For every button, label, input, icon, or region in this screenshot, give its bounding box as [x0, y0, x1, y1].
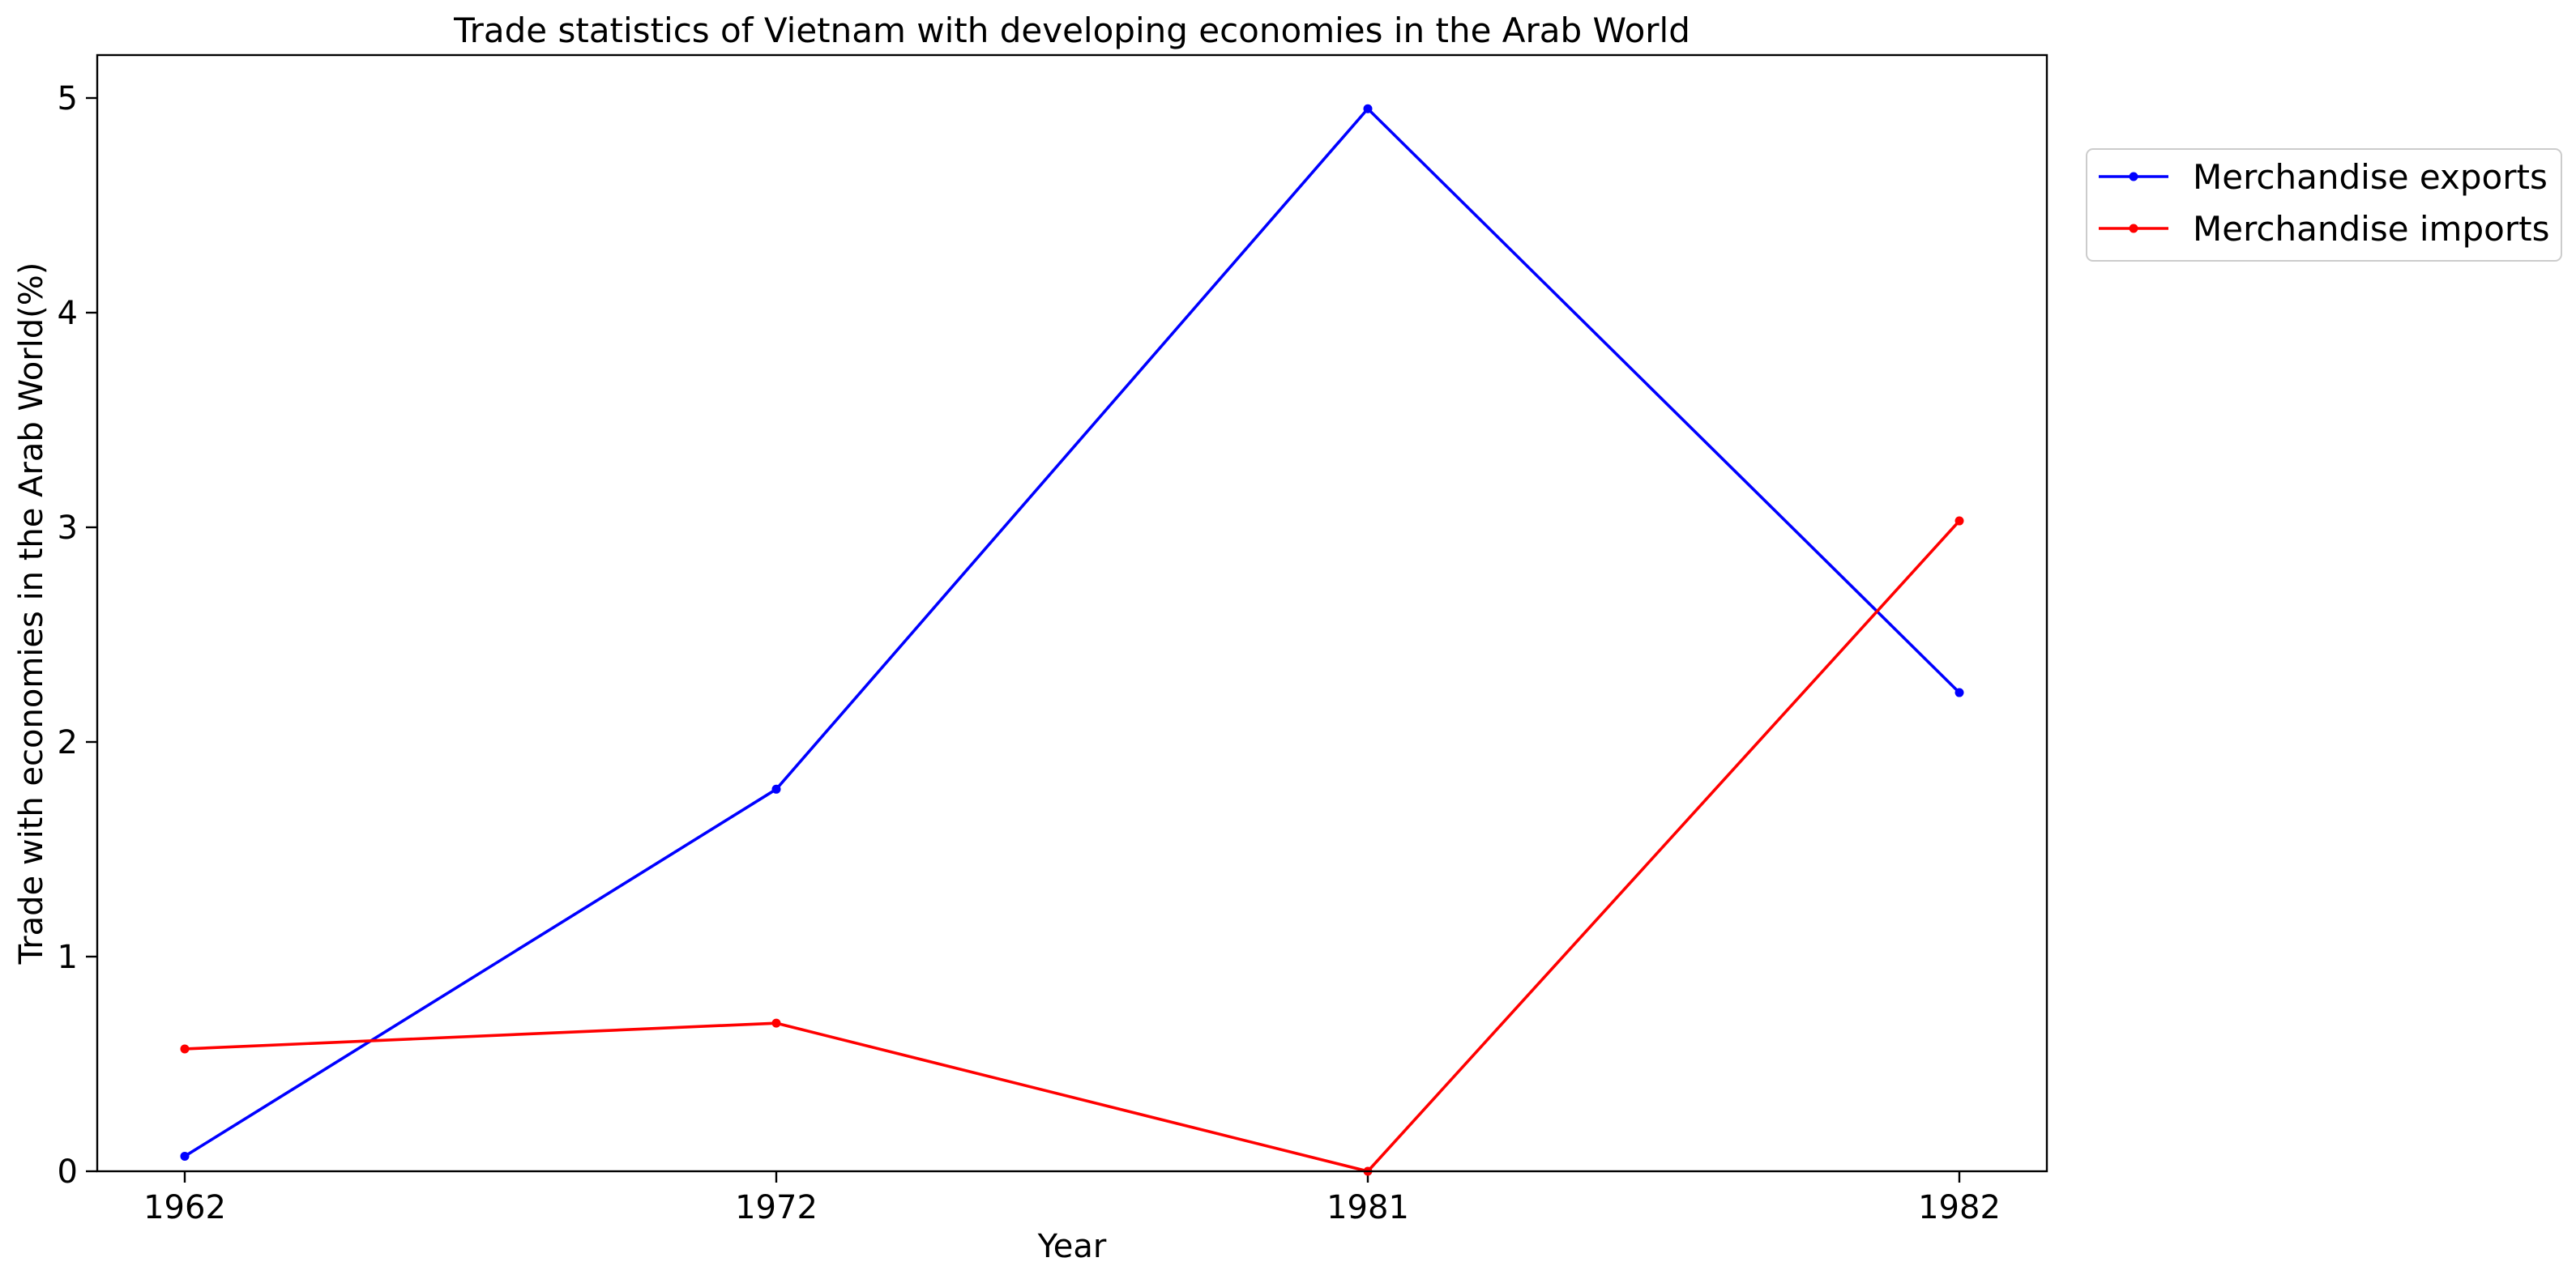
legend-label: Merchandise exports	[2193, 157, 2548, 197]
y-tick-label: 2	[58, 724, 78, 761]
data-point	[771, 784, 781, 794]
data-point	[180, 1044, 190, 1054]
chart-title: Trade statistics of Vietnam with develop…	[453, 11, 1690, 50]
legend-box	[2086, 148, 2562, 262]
data-point	[771, 1018, 781, 1028]
legend: Merchandise exports Merchandise imports	[2086, 148, 2562, 262]
series-layer	[180, 104, 1964, 1176]
x-axis-label: Year	[1037, 1228, 1107, 1265]
y-axis-label: Trade with economies in the Arab World(%…	[13, 262, 50, 966]
y-tick-label: 3	[58, 509, 78, 547]
y-tick-label: 1	[58, 939, 78, 976]
data-point	[1363, 104, 1373, 113]
y-tick-label: 0	[58, 1153, 78, 1191]
y-axis-ticks: 0 1 2 3 4 5	[58, 80, 97, 1191]
plot-frame	[96, 53, 2048, 1173]
data-point	[1954, 516, 1964, 526]
series-line	[184, 519, 1961, 1173]
x-tick-label: 1982	[1918, 1189, 2001, 1226]
legend-marker	[2129, 172, 2138, 181]
y-tick-label: 5	[58, 80, 78, 117]
data-point	[180, 1151, 190, 1161]
data-point	[1954, 688, 1964, 697]
x-tick-label: 1981	[1326, 1189, 1409, 1226]
x-tick-label: 1962	[143, 1189, 226, 1226]
series-line	[184, 107, 1961, 1157]
y-tick-label: 4	[58, 295, 78, 332]
legend-marker	[2129, 224, 2138, 233]
x-tick-label: 1972	[735, 1189, 818, 1226]
legend-label: Merchandise imports	[2193, 209, 2549, 249]
x-axis-ticks: 1962 1972 1981 1982	[143, 1171, 2001, 1226]
